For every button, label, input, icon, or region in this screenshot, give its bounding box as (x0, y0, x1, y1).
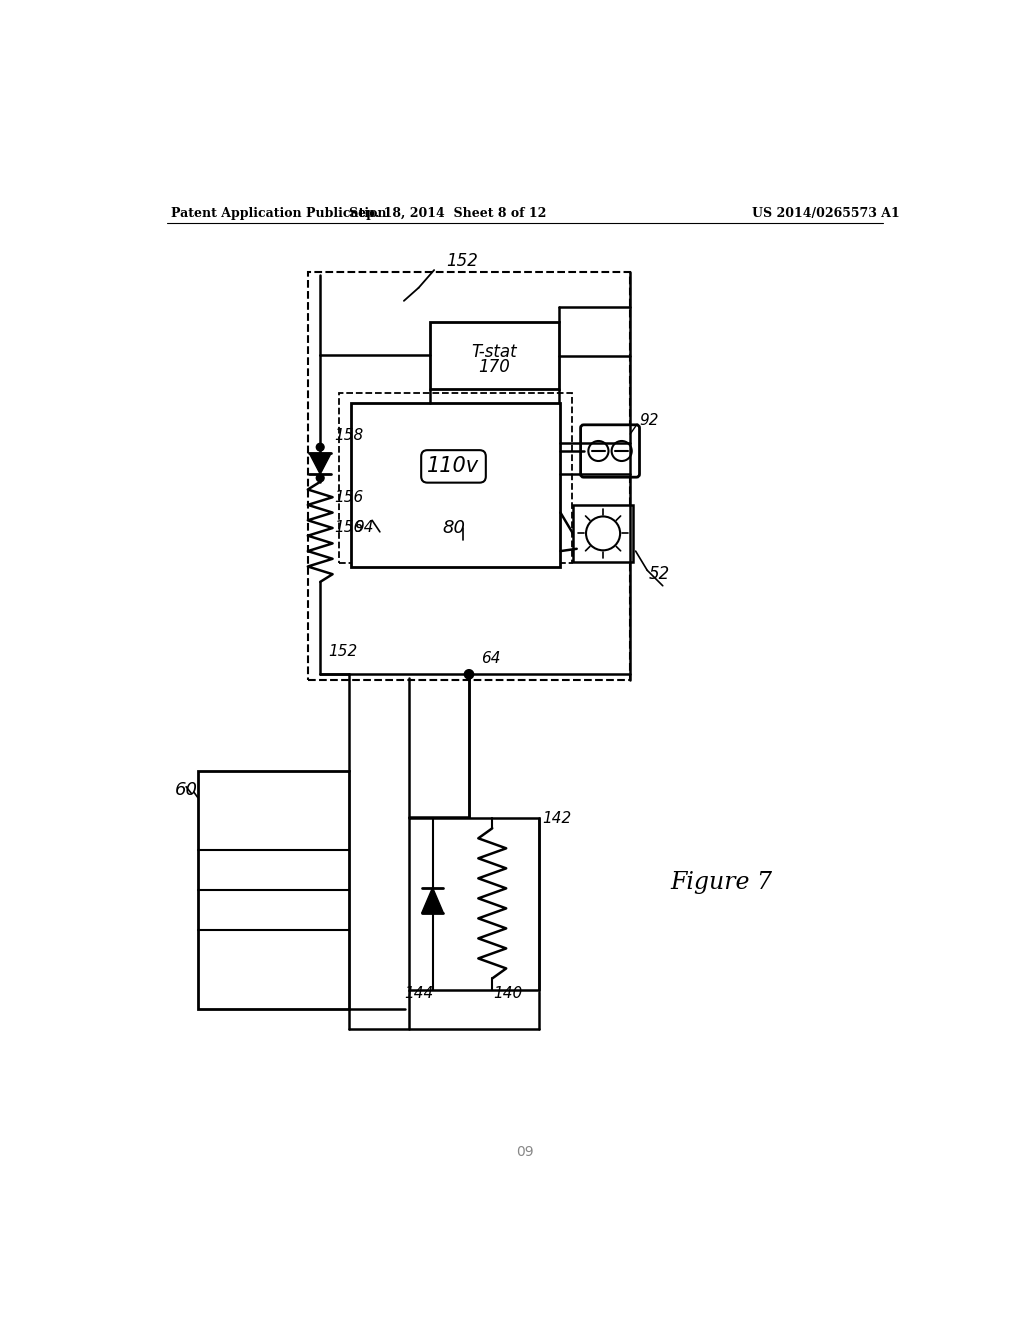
Text: T-stat: T-stat (472, 343, 517, 360)
Circle shape (316, 444, 324, 451)
Text: 156: 156 (334, 520, 364, 536)
Circle shape (316, 474, 324, 482)
Text: 80: 80 (442, 519, 465, 537)
Text: 60: 60 (175, 781, 198, 799)
Bar (430, 322, 559, 389)
Text: Figure 7: Figure 7 (671, 871, 772, 894)
Text: 170: 170 (478, 358, 511, 376)
Text: 92: 92 (640, 413, 659, 428)
Bar (409, 818, 539, 990)
FancyBboxPatch shape (581, 425, 640, 478)
Circle shape (464, 669, 474, 678)
Text: 110v: 110v (427, 457, 479, 477)
Circle shape (611, 441, 632, 461)
Polygon shape (422, 887, 443, 913)
Bar (572, 504, 633, 562)
Text: 156: 156 (334, 490, 364, 504)
Circle shape (589, 441, 608, 461)
Text: 144: 144 (404, 986, 433, 1002)
Bar (198, 771, 349, 1010)
Text: US 2014/0265573 A1: US 2014/0265573 A1 (752, 207, 899, 220)
Circle shape (586, 516, 621, 550)
Bar (339, 393, 572, 562)
Text: 52: 52 (649, 565, 670, 583)
Text: 142: 142 (543, 810, 571, 826)
Text: 94: 94 (354, 520, 374, 536)
Text: 152: 152 (445, 252, 477, 269)
Text: 64: 64 (480, 651, 500, 667)
Text: Patent Application Publication: Patent Application Publication (171, 207, 386, 220)
Text: 152: 152 (328, 644, 357, 659)
Polygon shape (309, 453, 331, 474)
Bar (308, 272, 630, 681)
Text: Sep. 18, 2014  Sheet 8 of 12: Sep. 18, 2014 Sheet 8 of 12 (348, 207, 546, 220)
Bar (351, 404, 560, 566)
Text: 158: 158 (334, 428, 364, 444)
Text: 140: 140 (494, 986, 522, 1002)
Text: 09: 09 (516, 1144, 534, 1159)
